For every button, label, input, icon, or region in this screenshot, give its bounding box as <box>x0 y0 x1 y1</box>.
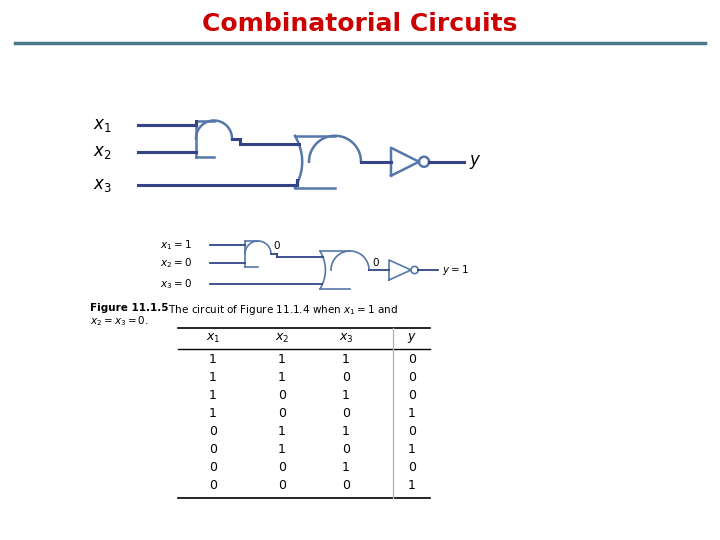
Text: 1: 1 <box>342 389 350 402</box>
Text: 0: 0 <box>342 480 350 492</box>
Text: 0: 0 <box>342 443 350 456</box>
Text: 1: 1 <box>342 426 350 438</box>
Text: 0: 0 <box>278 480 286 492</box>
Text: The circuit of Figure 11.1.4 when $x_1 = 1$ and: The circuit of Figure 11.1.4 when $x_1 =… <box>162 303 398 317</box>
Text: Combinatorial Circuits: Combinatorial Circuits <box>202 12 518 36</box>
Text: 0: 0 <box>209 480 217 492</box>
Text: 0: 0 <box>209 426 217 438</box>
Text: 1: 1 <box>342 461 350 474</box>
Text: 1: 1 <box>209 407 217 420</box>
Text: $y = 1$: $y = 1$ <box>442 263 469 277</box>
Text: 1: 1 <box>408 407 416 420</box>
Text: 0: 0 <box>408 353 416 366</box>
Text: 1: 1 <box>408 443 416 456</box>
Text: 1: 1 <box>408 480 416 492</box>
Text: $y$: $y$ <box>407 331 417 345</box>
Text: $x_3 = 0$: $x_3 = 0$ <box>160 277 192 291</box>
Text: 0: 0 <box>342 407 350 420</box>
Text: $x_1$: $x_1$ <box>206 332 220 345</box>
Text: 0: 0 <box>278 407 286 420</box>
Text: 0: 0 <box>372 258 379 268</box>
Text: 0: 0 <box>408 461 416 474</box>
Text: 1: 1 <box>342 353 350 366</box>
Text: 1: 1 <box>278 353 286 366</box>
Text: $x_1$: $x_1$ <box>94 116 112 134</box>
Text: $x_3$: $x_3$ <box>338 332 354 345</box>
Text: $x_2$: $x_2$ <box>275 332 289 345</box>
Text: 0: 0 <box>408 426 416 438</box>
Text: $x_3$: $x_3$ <box>93 176 112 194</box>
Text: 1: 1 <box>278 443 286 456</box>
Text: 0: 0 <box>408 389 416 402</box>
Text: 0: 0 <box>408 372 416 384</box>
Text: $x_2 = x_3 = 0.$: $x_2 = x_3 = 0.$ <box>90 314 149 328</box>
Text: 1: 1 <box>209 372 217 384</box>
Text: 1: 1 <box>209 389 217 402</box>
Text: 1: 1 <box>278 426 286 438</box>
Text: 0: 0 <box>209 461 217 474</box>
Text: 0: 0 <box>342 372 350 384</box>
Text: Figure 11.1.5: Figure 11.1.5 <box>90 303 168 313</box>
Text: 0: 0 <box>278 389 286 402</box>
Text: 1: 1 <box>278 372 286 384</box>
Text: $x_2$: $x_2$ <box>94 143 112 161</box>
Text: $x_2 = 0$: $x_2 = 0$ <box>160 256 192 270</box>
Text: $x_1 = 1$: $x_1 = 1$ <box>161 238 192 252</box>
Text: 0: 0 <box>278 461 286 474</box>
Text: $y$: $y$ <box>469 153 482 171</box>
Text: 0: 0 <box>273 241 279 251</box>
Text: 0: 0 <box>209 443 217 456</box>
Text: 1: 1 <box>209 353 217 366</box>
